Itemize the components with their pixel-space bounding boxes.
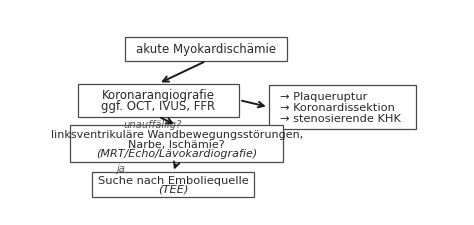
Bar bbox=[125, 37, 287, 62]
Text: linksventrikuläre Wandbewegungsstörungen,: linksventrikuläre Wandbewegungsstörungen… bbox=[51, 130, 303, 140]
Text: ggf. OCT, IVUS, FFR: ggf. OCT, IVUS, FFR bbox=[101, 100, 216, 112]
Text: → Plaqueruptur: → Plaqueruptur bbox=[280, 92, 367, 102]
Bar bbox=[78, 84, 239, 117]
Bar bbox=[70, 126, 283, 162]
Text: ja: ja bbox=[116, 163, 125, 173]
Text: Narbe, Ischämie?: Narbe, Ischämie? bbox=[128, 139, 225, 149]
Text: (MRT/Echo/Lävokardiografie): (MRT/Echo/Lävokardiografie) bbox=[96, 148, 257, 158]
Text: akute Myokardischämie: akute Myokardischämie bbox=[136, 43, 276, 56]
Text: Koronarangiografie: Koronarangiografie bbox=[102, 89, 215, 102]
Text: Suche nach Emboliequelle: Suche nach Emboliequelle bbox=[98, 176, 248, 186]
Bar bbox=[269, 86, 416, 129]
Text: → Koronardissektion: → Koronardissektion bbox=[280, 103, 394, 112]
Text: (TEE): (TEE) bbox=[158, 184, 188, 194]
Text: → stenosierende KHK: → stenosierende KHK bbox=[280, 113, 401, 123]
Text: unauffällig?: unauffällig? bbox=[124, 120, 182, 130]
Bar bbox=[92, 173, 254, 197]
